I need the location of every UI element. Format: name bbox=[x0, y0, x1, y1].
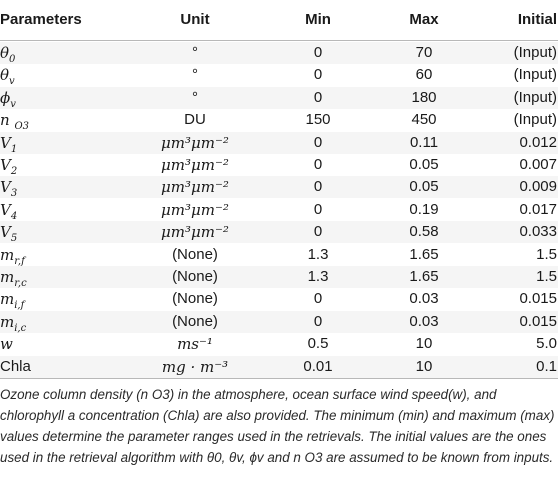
cell-parameter: V5 bbox=[0, 223, 18, 245]
cell-unit: (None) bbox=[172, 312, 218, 330]
cell-parameter: V2 bbox=[0, 156, 18, 177]
table-row: mr,c (None) 1.3 1.65 1.5 bbox=[0, 266, 558, 289]
table-row: V3 μm³μm⁻² 0 0.05 0.009 bbox=[0, 176, 558, 200]
cell-unit: (None) bbox=[172, 245, 218, 263]
cell-max: 0.03 bbox=[409, 290, 439, 308]
cell-unit: μm³μm⁻² bbox=[161, 200, 229, 219]
table-row: ϕv ° 0 180 (Input) bbox=[0, 86, 558, 110]
cell-max: 0.05 bbox=[409, 156, 439, 173]
table-row: V4 μm³μm⁻² 0 0.19 0.017 bbox=[0, 199, 558, 222]
cell-initial: 1.5 bbox=[536, 245, 557, 263]
table-header: Parameters Unit Min Max Initial bbox=[0, 0, 558, 41]
cell-max: 60 bbox=[415, 66, 433, 84]
cell-parameter: Chla bbox=[0, 357, 31, 375]
cell-min: 0 bbox=[313, 66, 323, 84]
cell-parameter: θv bbox=[0, 66, 15, 88]
cell-parameter: V4 bbox=[0, 200, 18, 222]
cell-initial: (Input) bbox=[513, 111, 557, 129]
cell-min: 0 bbox=[313, 178, 323, 196]
cell-max: 0.58 bbox=[409, 223, 439, 241]
cell-min: 1.3 bbox=[307, 268, 329, 285]
cell-initial: 0.012 bbox=[519, 133, 557, 151]
cell-max: 180 bbox=[411, 88, 437, 106]
table-row: V5 μm³μm⁻² 0 0.58 0.033 bbox=[0, 221, 558, 245]
table-row: θv ° 0 60 (Input) bbox=[0, 64, 558, 88]
cell-parameter: V3 bbox=[0, 178, 18, 200]
cell-max: 1.65 bbox=[409, 268, 439, 285]
cell-initial: 0.015 bbox=[519, 290, 557, 308]
cell-max: 0.03 bbox=[409, 312, 439, 330]
table-row: V2 μm³μm⁻² 0 0.05 0.007 bbox=[0, 154, 558, 177]
cell-unit: (None) bbox=[172, 290, 218, 308]
parameter-table: Parameters Unit Min Max Initial θ0 ° 0 70 (I… bbox=[0, 0, 558, 378]
cell-initial: 1.5 bbox=[536, 268, 557, 285]
cell-min: 1.3 bbox=[307, 245, 329, 263]
cell-min: 0 bbox=[313, 44, 323, 61]
cell-min: 0 bbox=[313, 290, 323, 308]
cell-unit: ° bbox=[192, 88, 198, 106]
cell-unit: μm³μm⁻² bbox=[161, 133, 229, 152]
cell-unit: ° bbox=[192, 44, 198, 61]
cell-max: 70 bbox=[415, 44, 433, 61]
cell-unit: μm³μm⁻² bbox=[161, 178, 229, 197]
cell-parameter: mi,f bbox=[0, 290, 25, 312]
cell-initial: (Input) bbox=[513, 66, 557, 84]
cell-parameter: mr,c bbox=[0, 268, 27, 289]
cell-parameter: n O3 bbox=[0, 111, 29, 133]
table-row: mi,f (None) 0 0.03 0.015 bbox=[0, 288, 558, 312]
cell-initial: 0.009 bbox=[519, 178, 557, 196]
cell-min: 0 bbox=[313, 312, 323, 330]
cell-min: 0 bbox=[313, 156, 323, 173]
cell-max: 1.65 bbox=[409, 245, 439, 263]
cell-initial: 0.1 bbox=[536, 357, 557, 375]
cell-parameter: θ0 bbox=[0, 44, 16, 65]
header-min: Min bbox=[305, 11, 331, 28]
cell-max: 0.11 bbox=[409, 133, 439, 151]
cell-unit: μm³μm⁻² bbox=[161, 223, 229, 242]
cell-unit: mg · m⁻³ bbox=[161, 357, 229, 376]
cell-unit: ° bbox=[192, 66, 198, 84]
header-max: Max bbox=[409, 11, 439, 28]
cell-unit: DU bbox=[184, 111, 206, 129]
cell-initial: 0.007 bbox=[519, 156, 557, 173]
cell-initial: 5.0 bbox=[536, 335, 557, 353]
table-bottom-rule bbox=[0, 378, 558, 379]
cell-unit: μm³μm⁻² bbox=[161, 156, 229, 174]
cell-min: 0 bbox=[313, 223, 323, 241]
cell-min: 0 bbox=[313, 133, 323, 151]
cell-min: 150 bbox=[305, 111, 331, 129]
cell-initial: 0.033 bbox=[519, 223, 557, 241]
table-row: mi,c (None) 0 0.03 0.015 bbox=[0, 310, 558, 334]
table-row: n O3 DU 150 450 (Input) bbox=[0, 109, 558, 133]
header-unit: Unit bbox=[180, 11, 210, 28]
cell-initial: (Input) bbox=[513, 44, 557, 61]
cell-initial: 0.017 bbox=[519, 200, 557, 218]
cell-parameter: ϕv bbox=[0, 88, 16, 110]
cell-max: 10 bbox=[415, 357, 433, 375]
table-row: V1 μm³μm⁻² 0 0.11 0.012 bbox=[0, 131, 558, 155]
table-row: Chla mg · m⁻³ 0.01 10 0.1 bbox=[0, 355, 558, 378]
table-row: w ms⁻¹ 0.5 10 5.0 bbox=[0, 333, 558, 355]
cell-unit: ms⁻¹ bbox=[177, 335, 213, 354]
cell-unit: (None) bbox=[172, 268, 218, 285]
cell-parameter: mr,f bbox=[0, 245, 25, 267]
table-row: θ0 ° 0 70 (Input) bbox=[0, 42, 558, 65]
table-row: mr,f (None) 1.3 1.65 1.5 bbox=[0, 244, 558, 267]
cell-parameter: V1 bbox=[0, 133, 18, 155]
cell-parameter: w bbox=[0, 335, 13, 354]
cell-parameter: mi,c bbox=[0, 312, 27, 334]
cell-max: 450 bbox=[411, 111, 437, 129]
header-initial: Initial bbox=[517, 11, 557, 28]
cell-min: 0 bbox=[313, 88, 323, 106]
header-parameters: Parameters bbox=[0, 11, 82, 28]
cell-max: 0.05 bbox=[409, 178, 439, 196]
cell-min: 0.01 bbox=[303, 357, 333, 375]
cell-initial: 0.015 bbox=[519, 312, 557, 330]
cell-min: 0 bbox=[313, 200, 323, 218]
table-footnote: Ozone column density (n O3) in the atmos… bbox=[0, 387, 555, 465]
cell-max: 0.19 bbox=[409, 200, 439, 218]
cell-max: 10 bbox=[415, 335, 433, 353]
cell-initial: (Input) bbox=[513, 88, 557, 106]
cell-min: 0.5 bbox=[307, 335, 329, 353]
